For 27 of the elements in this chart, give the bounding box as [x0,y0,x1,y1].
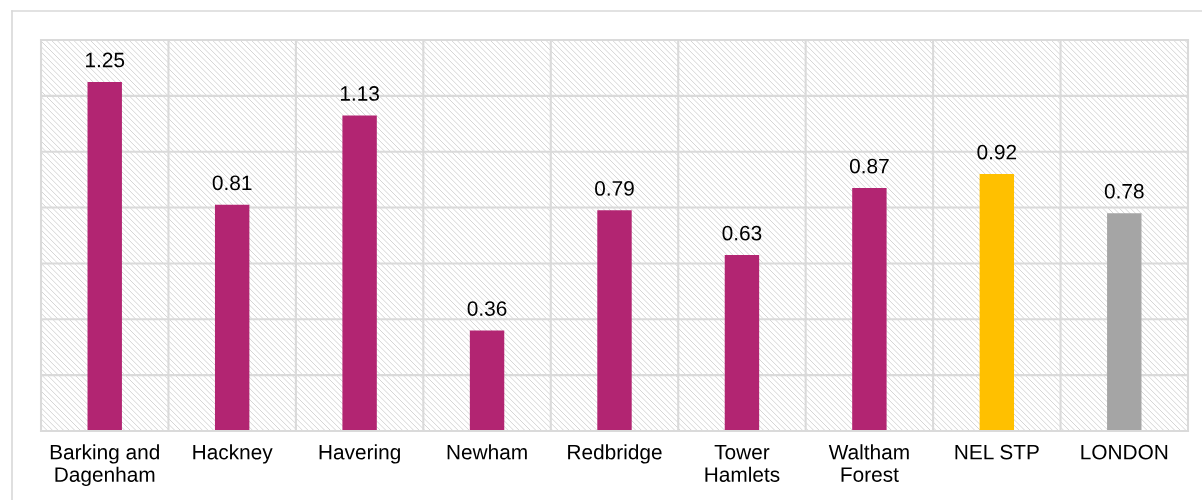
data-label: 1.25 [86,52,125,68]
data-label: 1.13 [340,86,379,101]
x-tick-label: LONDON [1081,444,1168,460]
bar [469,330,505,431]
bar [724,255,760,431]
x-tick-label: Havering [319,444,400,464]
data-label: 0.92 [977,144,1017,160]
bar [597,210,632,431]
x-tick-label: Newham [447,444,527,460]
data-label: 0.36 [467,301,507,316]
data-label: 0.63 [722,225,762,241]
data-label: 0.87 [849,158,889,174]
x-tick-label: Waltham Forest [828,444,909,482]
bar [87,81,122,431]
data-label: 0.79 [595,181,634,196]
x-tick-label: NEL STP [955,444,1039,460]
x-tick-label: Tower Hamlets [705,444,780,482]
x-tick-label: Redbridge [568,444,662,464]
bar [1107,213,1142,431]
data-label: 0.81 [212,175,252,191]
data-label: 0.78 [1104,183,1144,199]
x-tick-label: Barking and Dagenham [50,444,159,487]
bar [852,188,887,431]
bar [979,174,1015,431]
bar [214,204,250,431]
x-tick-label: Hackney [193,444,273,464]
bar [342,115,377,431]
